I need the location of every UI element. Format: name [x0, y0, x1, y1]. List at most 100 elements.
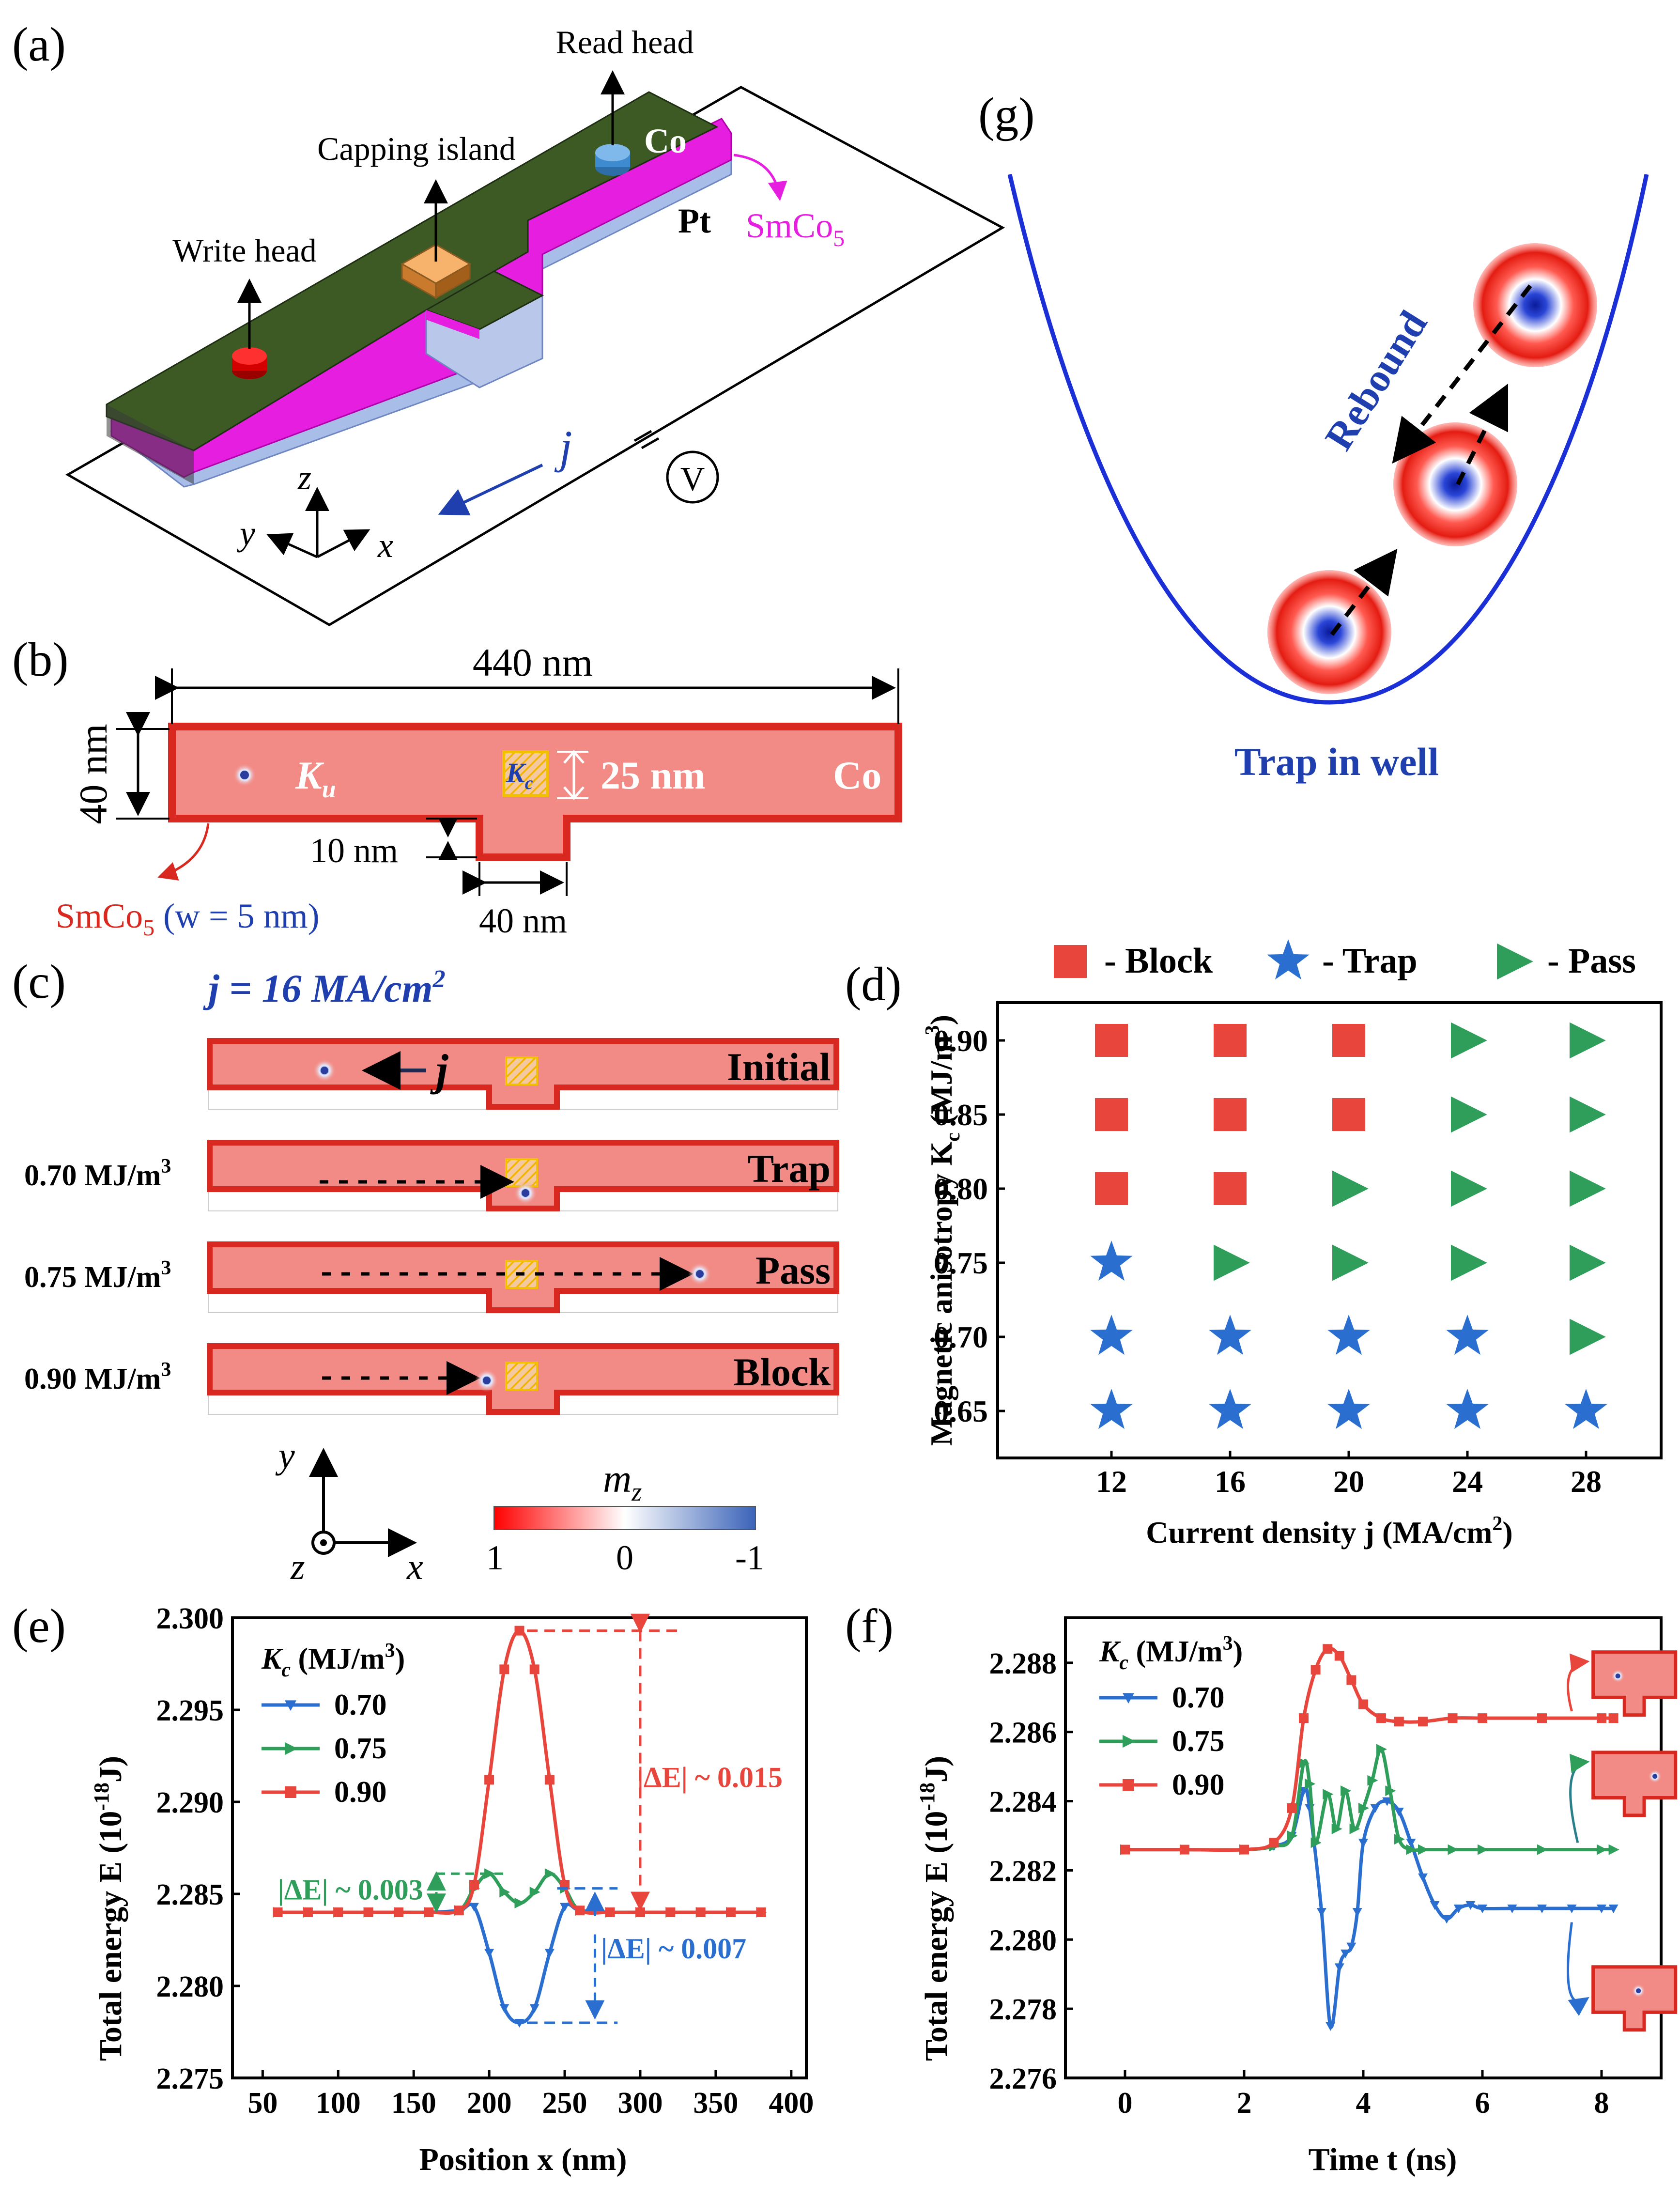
phase-point-trap [1327, 1389, 1370, 1429]
annotation-green: |ΔE| ~ 0.003 [278, 1874, 423, 1906]
x-tick-label: 250 [542, 2087, 587, 2120]
legend-label: - Pass [1547, 941, 1636, 981]
notch-depth-label: 10 nm [310, 831, 398, 870]
x-tick-label: 16 [1215, 1464, 1246, 1499]
data-point [1537, 1844, 1548, 1855]
snapshot-row: Block 0.90 MJ/m3 [24, 1343, 839, 1415]
data-point [1370, 1804, 1380, 1813]
phase-legend: - Block - Trap - Pass [1054, 939, 1636, 981]
data-point [635, 1907, 645, 1917]
y-tick-label: 0.75 [934, 1246, 988, 1280]
data-point [1239, 1844, 1249, 1855]
phase-point-pass [1451, 1244, 1487, 1281]
x-tick-label: 2 [1237, 2087, 1252, 2120]
mz-label: mz [603, 1457, 642, 1506]
legend-label: 0.90 [334, 1776, 387, 1809]
data-point [560, 1880, 570, 1890]
data-point [726, 1907, 736, 1917]
x-tick-label: 50 [247, 2087, 277, 2120]
panel-d-label: (d) [845, 957, 902, 1011]
data-point [1453, 1905, 1464, 1913]
read-head-label: Read head [555, 24, 694, 61]
track-end [107, 404, 194, 484]
y-tick-label: 2.278 [989, 1993, 1057, 2026]
x-tick-label: 4 [1356, 2087, 1371, 2120]
svg-text:x: x [377, 526, 393, 565]
f-xlabel: Time t (ns) [1309, 2142, 1457, 2177]
panel-d: (d) - Block - Trap - Pass 12 16 20 24 28 0.90 0.… [845, 939, 1663, 1550]
voltage-source: V [633, 430, 719, 504]
data-point [514, 1898, 525, 1908]
legend-marker [285, 1786, 296, 1798]
phase-point-trap [1209, 1315, 1251, 1355]
x-tick-label: 200 [467, 2087, 512, 2120]
co-label: Co [644, 122, 687, 160]
x-tick-label: 350 [693, 2087, 738, 2120]
data-point [1376, 1713, 1386, 1723]
legend-label: 0.70 [1172, 1681, 1225, 1714]
row-state-label: Block [734, 1350, 831, 1394]
y-tick-label: 0.65 [934, 1394, 988, 1428]
y-tick-label: 2.300 [156, 1602, 224, 1635]
legend-item: 0.90 [262, 1776, 387, 1809]
phase-point-trap [1327, 1315, 1370, 1355]
skyrmion-top [1473, 243, 1597, 367]
data-point [1299, 1758, 1310, 1768]
svg-text:0: 0 [616, 1538, 633, 1577]
phase-point-pass [1570, 1170, 1606, 1207]
data-point [1180, 1844, 1189, 1855]
data-point [1406, 1844, 1417, 1855]
phase-point-block [1214, 1024, 1247, 1057]
data-point [1326, 2022, 1336, 2031]
write-head-label: Write head [172, 232, 316, 269]
read-head: Read head [555, 24, 694, 176]
data-point [1382, 1797, 1392, 1806]
row-state-label: Initial [727, 1045, 831, 1089]
data-point [1418, 1844, 1429, 1855]
data-point [1418, 1873, 1428, 1882]
data-point [695, 1907, 706, 1917]
legend-label: - Block [1104, 941, 1213, 981]
inset-snapshot [1567, 1922, 1678, 2032]
ku-label: Ku [295, 753, 336, 803]
panel-e: (e) 50 100 150 200 250 300 350 400 2.275 2.280 2.2… [12, 1599, 814, 2177]
data-point [484, 1949, 494, 1958]
legend-marker-star [1267, 939, 1310, 980]
energy-time-plot: 0 2 4 6 8 2.276 2.278 2.280 2.282 2.284 2.286 2.288… [989, 1616, 1678, 2120]
mz-colorbar: mz 1 0 -1 [486, 1457, 764, 1577]
x-tick-label: 6 [1475, 2087, 1490, 2120]
legend-item: 0.75 [262, 1732, 387, 1765]
current-density-label: j = 16 MA/cm2 [203, 965, 446, 1010]
row-kc-label: 0.75 MJ/m3 [24, 1257, 171, 1294]
data-point [575, 1906, 585, 1916]
legend-marker [1123, 1779, 1134, 1791]
write-head: Write head [172, 232, 317, 379]
data-point [1367, 1775, 1378, 1786]
phase-point-pass [1214, 1244, 1250, 1281]
annotation-blue: |ΔE| ~ 0.007 [601, 1933, 746, 1965]
phase-point-trap [1565, 1389, 1607, 1429]
series-line [1125, 1646, 1614, 1852]
panel-e-label: (e) [12, 1599, 66, 1653]
phase-point-trap [1090, 1315, 1133, 1355]
x-tick-label: 24 [1452, 1464, 1483, 1499]
data-point [1352, 1908, 1362, 1917]
y-tick-label: 2.275 [156, 2062, 224, 2095]
row-state-label: Trap [747, 1147, 831, 1191]
axes-a: z x y [236, 458, 393, 565]
data-point [1537, 1713, 1547, 1723]
width-label: 40 nm [71, 724, 115, 824]
trap-in-well-label: Trap in well [1234, 740, 1439, 784]
smco5-label-b: SmCo5 (w = 5 nm) [56, 897, 320, 941]
data-point [529, 1887, 540, 1898]
data-point [1608, 1844, 1619, 1855]
phase-point-trap [1446, 1315, 1489, 1355]
data-point [1597, 1844, 1607, 1855]
x-tick-label: 150 [391, 2087, 436, 2120]
y-tick-label: 2.280 [989, 1924, 1057, 1957]
data-point [1341, 1785, 1352, 1797]
data-point [1358, 1839, 1368, 1848]
x-tick-label: 300 [617, 2087, 663, 2120]
